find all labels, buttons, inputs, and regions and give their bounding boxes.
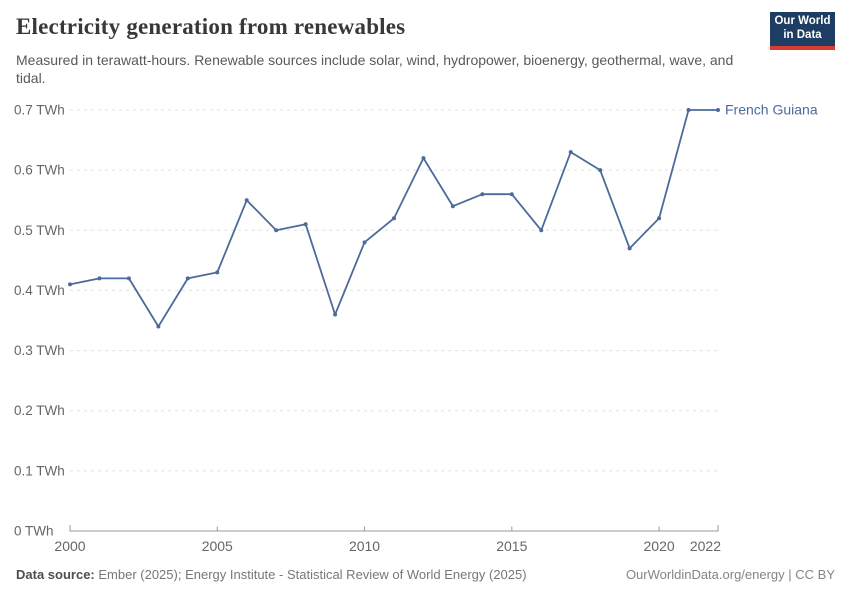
data-point-marker[interactable] [686, 108, 691, 112]
data-source: Data source: Ember (2025); Energy Instit… [16, 567, 527, 582]
x-tick-label: 2000 [54, 538, 85, 554]
y-tick-label: 0.6 TWh [14, 163, 65, 178]
y-tick-label: 0.1 TWh [14, 463, 65, 478]
x-tick-label: 2020 [644, 538, 675, 554]
data-point-marker[interactable] [362, 240, 367, 245]
y-tick-label: 0.2 TWh [14, 403, 65, 418]
data-point-marker[interactable] [97, 276, 102, 281]
data-point-marker[interactable] [303, 222, 308, 227]
data-point-marker[interactable] [156, 324, 161, 329]
x-tick-label: 2022 [690, 538, 721, 554]
data-point-marker[interactable] [627, 246, 632, 251]
data-point-marker[interactable] [480, 192, 485, 197]
y-tick-label: 0.7 TWh [14, 103, 65, 118]
data-point-marker[interactable] [392, 216, 396, 221]
x-tick-label: 2010 [349, 538, 380, 554]
y-tick-label: 0 TWh [14, 524, 54, 539]
data-point-marker[interactable] [68, 282, 72, 287]
data-point-marker[interactable] [421, 156, 426, 161]
page-title: Electricity generation from renewables [16, 14, 406, 39]
data-point-marker[interactable] [716, 108, 720, 112]
chart-subtitle-line2: wave, and tidal. [16, 52, 734, 86]
chart-footer: Data source: Ember (2025); Energy Instit… [16, 567, 835, 582]
x-tick-label: 2005 [202, 538, 233, 554]
data-point-marker[interactable] [568, 150, 573, 155]
data-point-marker[interactable] [185, 276, 190, 281]
owid-logo[interactable]: Our World in Data [770, 12, 835, 50]
data-point-marker[interactable] [274, 228, 279, 233]
owid-logo-line2: in Data [783, 29, 822, 41]
y-tick-label: 0.3 TWh [14, 343, 65, 358]
y-tick-label: 0.4 TWh [14, 283, 65, 298]
chart-subtitle: Measured in terawatt-hours. Renewable so… [16, 52, 736, 87]
data-point-marker[interactable] [244, 198, 249, 203]
data-point-marker[interactable] [509, 192, 514, 197]
data-point-marker[interactable] [539, 228, 544, 233]
data-point-marker[interactable] [657, 216, 662, 221]
data-point-marker[interactable] [333, 312, 338, 317]
data-point-marker[interactable] [215, 270, 220, 275]
data-source-label: Data source: [16, 567, 95, 582]
attribution-link[interactable]: OurWorldinData.org/energy | CC BY [625, 567, 835, 582]
x-tick-label: 2015 [496, 538, 527, 554]
data-source-text: Ember (2025); Energy Institute - Statist… [94, 567, 527, 582]
data-point-marker[interactable] [126, 276, 131, 281]
y-tick-label: 0.5 TWh [14, 223, 65, 238]
data-point-marker[interactable] [450, 204, 455, 209]
entity-label[interactable]: French Guiana [725, 102, 818, 118]
data-point-marker[interactable] [598, 168, 603, 173]
x-axis-line [69, 525, 719, 532]
chart-subtitle-line1: Measured in terawatt-hours. Renewable so… [16, 52, 666, 68]
owid-logo-line1: Our World [774, 15, 831, 28]
